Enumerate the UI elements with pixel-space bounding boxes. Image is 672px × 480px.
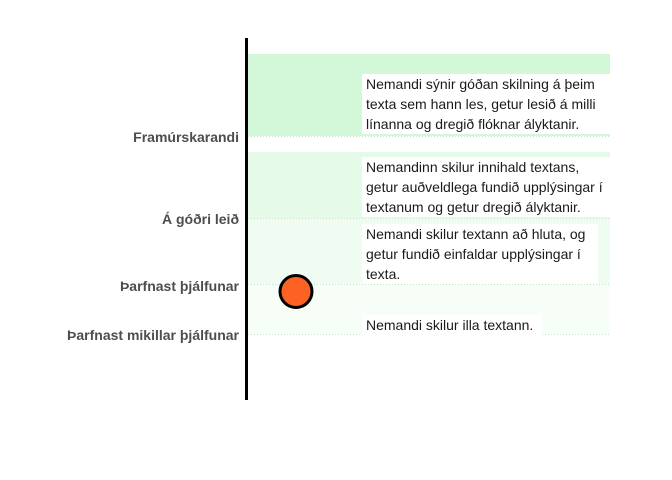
band-description: Nemandi sýnir góðan skilning á þeim text…: [362, 74, 612, 134]
band-description: Nemandi skilur illa textann.: [362, 315, 542, 335]
band-label: Framúrskarandi: [133, 129, 239, 145]
band-description: Nemandinn skilur innihald textans, getur…: [362, 157, 614, 217]
band-label: Þarfnast mikillar þjálfunar: [67, 327, 239, 343]
student-result-point: [278, 274, 314, 309]
band-label: Á góðri leið: [162, 211, 239, 227]
band-labels: Framúrskarandi Á góðri leið Þarfnast þjálf…: [67, 129, 240, 343]
band-label: Þarfnast þjálfunar: [120, 278, 240, 294]
band-description: Nemandi skilur textann að hluta, og getu…: [362, 224, 598, 284]
